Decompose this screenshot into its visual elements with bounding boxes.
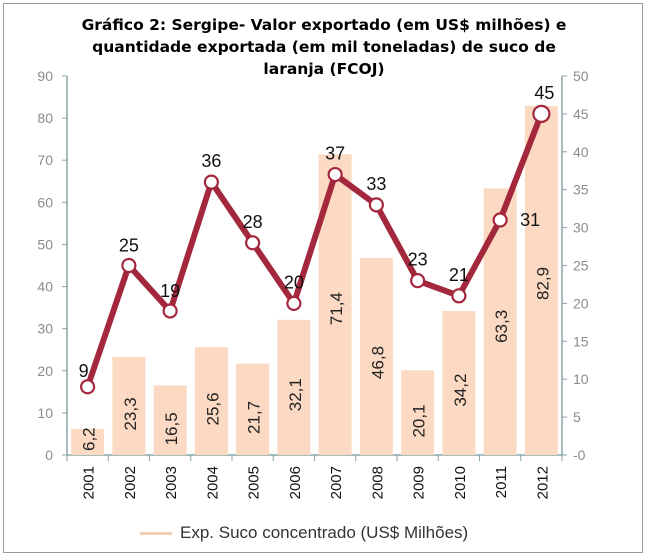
line-series-path xyxy=(84,110,545,390)
left-tick-label: 70 xyxy=(37,152,53,168)
right-tick-label: 5 xyxy=(573,409,581,425)
title-line-1: Gráfico 2: Sergipe- Valor exportado (em … xyxy=(81,16,567,34)
bar xyxy=(71,428,105,455)
line-point xyxy=(451,288,467,304)
bar-value-label: 23,3 xyxy=(121,397,140,430)
line-point xyxy=(368,197,384,213)
bar xyxy=(442,310,476,455)
right-tick-label: 35 xyxy=(573,182,589,198)
left-tick-label: 10 xyxy=(37,405,53,421)
line-value-label: 36 xyxy=(201,151,221,171)
legend-label-bar: Exp. Suco concentrado (US$ Milhões) xyxy=(180,523,469,542)
line-point xyxy=(532,104,551,124)
bar-value-label: 34,2 xyxy=(451,374,470,407)
x-category-label: 2006 xyxy=(287,466,304,499)
bar-value-label: 20,1 xyxy=(410,404,429,437)
x-category-label: 2011 xyxy=(493,466,510,498)
left-tick-label: 30 xyxy=(37,321,53,337)
bar xyxy=(153,385,187,455)
left-tick-label: 60 xyxy=(37,194,53,210)
x-category-label: 2010 xyxy=(452,466,469,499)
line-point xyxy=(245,235,261,251)
line-value-label: 19 xyxy=(160,281,180,301)
x-category-label: 2012 xyxy=(534,466,551,499)
line-point xyxy=(80,379,96,395)
bar-value-label: 46,8 xyxy=(368,346,387,379)
left-tick-label: 40 xyxy=(37,279,53,295)
left-tick-label: 90 xyxy=(37,68,53,84)
right-tick-label: 25 xyxy=(573,258,589,274)
line-value-label: 20 xyxy=(284,272,304,292)
legend-swatch-bar xyxy=(140,531,172,535)
bar-value-label: 25,6 xyxy=(203,392,222,425)
x-category-label: 2001 xyxy=(81,466,98,499)
line-value-label: 33 xyxy=(366,174,386,194)
x-category-label: 2007 xyxy=(328,466,345,499)
right-tick-label: 30 xyxy=(573,220,589,236)
right-tick-label: 10 xyxy=(573,371,589,387)
bar xyxy=(112,356,146,455)
x-category-label: 2005 xyxy=(246,466,263,499)
line-point xyxy=(492,212,508,228)
bar xyxy=(401,370,435,455)
title-line-2: quantidade exportada (em mil toneladas) … xyxy=(92,38,556,56)
x-category-label: 2003 xyxy=(163,466,180,499)
left-tick-label: 0 xyxy=(45,447,53,463)
x-category-label: 2004 xyxy=(204,466,221,499)
line-value-label: 45 xyxy=(534,83,554,103)
line-value-label: 28 xyxy=(243,212,263,232)
x-category-label: 2002 xyxy=(122,466,139,499)
line-point xyxy=(327,166,343,183)
bar-value-label: 71,4 xyxy=(327,292,346,325)
bar xyxy=(524,105,558,455)
chart-title: Gráfico 2: Sergipe- Valor exportado (em … xyxy=(0,14,648,80)
right-tick-label: 45 xyxy=(573,106,589,122)
legend: Exp. Suco concentrado (US$ Milhões) xyxy=(140,522,468,544)
line-value-label: 21 xyxy=(449,265,469,285)
line-value-label: 23 xyxy=(408,250,428,270)
line-point xyxy=(121,257,137,274)
bar xyxy=(236,363,270,455)
line-point xyxy=(162,303,178,319)
line-value-label: 9 xyxy=(79,361,89,381)
x-category-label: 2009 xyxy=(411,466,428,499)
x-category-label: 2008 xyxy=(369,466,386,499)
line-point xyxy=(203,174,219,190)
bar xyxy=(483,188,517,456)
line-value-label: 37 xyxy=(325,144,345,164)
right-tick-label: -0 xyxy=(573,447,586,463)
line-value-label: 31 xyxy=(520,210,540,230)
bar-value-label: 6,2 xyxy=(80,427,99,451)
line-value-label: 25 xyxy=(119,236,139,256)
line-point xyxy=(286,295,302,311)
bar-value-label: 82,9 xyxy=(533,267,552,300)
right-tick-label: 50 xyxy=(573,68,589,84)
bar xyxy=(194,347,228,455)
bar-value-label: 63,3 xyxy=(492,310,511,343)
line-point xyxy=(410,273,426,289)
left-tick-label: 80 xyxy=(37,110,53,126)
left-tick-label: 50 xyxy=(37,236,53,252)
right-tick-label: 15 xyxy=(573,333,589,349)
bar xyxy=(277,319,311,455)
bar-value-label: 21,7 xyxy=(245,401,264,434)
title-line-3: laranja (FCOJ) xyxy=(263,60,385,78)
bar-value-label: 32,1 xyxy=(286,378,305,411)
bar-value-label: 16,5 xyxy=(162,412,181,445)
bar xyxy=(359,257,393,455)
left-tick-label: 20 xyxy=(37,363,53,379)
right-tick-label: 40 xyxy=(573,144,589,160)
right-tick-label: 20 xyxy=(573,295,589,311)
